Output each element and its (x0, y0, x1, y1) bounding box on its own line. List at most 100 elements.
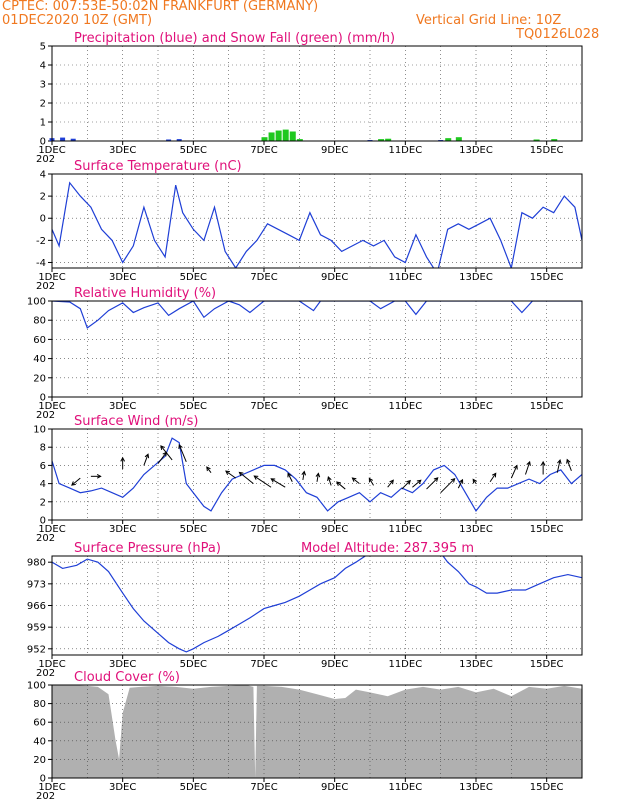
x-tick-label: 1DEC (38, 145, 65, 156)
y-tick-label: 40 (33, 736, 46, 747)
y-tick-label: 4 (40, 170, 46, 181)
x-tick-label: 9DEC (321, 272, 348, 283)
snow-bar (455, 137, 462, 141)
precip-bar (176, 139, 182, 141)
y-tick-label: 40 (33, 354, 46, 365)
x-tick-label: 1DEC (38, 401, 65, 412)
wind-arrow-head (301, 470, 307, 476)
x-tick-label: 9DEC (321, 524, 348, 535)
wind-arrow-head (540, 460, 546, 466)
x-tick-label: 3DEC (109, 145, 136, 156)
wind-arrow-head (160, 445, 165, 450)
x-tick-label: 11DEC (388, 272, 422, 283)
wind-arrow-head (253, 475, 259, 480)
wind-arrow-head (368, 477, 374, 483)
y-tick-label: 10 (33, 425, 46, 436)
wind-arrow (316, 473, 319, 482)
series-line (52, 181, 582, 268)
panel-4: 0 2 4 6 8 10 1DEC 3DEC 5DEC 7DEC 9DEC 11DEC 13DEC 15D… (33, 414, 583, 544)
x-tick-label: 11DEC (388, 401, 422, 412)
year-label: 202 (36, 533, 55, 544)
wind-arrow (556, 459, 561, 473)
snow-bar (551, 139, 558, 141)
panel-title: Relative Humidity (%) (74, 286, 216, 301)
panel-frame (51, 300, 583, 398)
panel-title: Surface Temperature (nC) (74, 159, 242, 174)
panel-frame (51, 428, 583, 521)
y-tick-label: 980 (27, 558, 46, 569)
snow-bar (533, 139, 540, 141)
wind-arrow (426, 477, 439, 490)
wind-arrow (327, 476, 332, 486)
wind-arrow (457, 479, 463, 489)
x-tick-label: 7DEC (250, 401, 277, 412)
snow-bar (261, 137, 268, 141)
wind-arrow-head (389, 479, 394, 485)
x-tick-label: 5DEC (180, 272, 207, 283)
wind-arrow (524, 461, 531, 475)
wind-arrow-head (526, 460, 531, 466)
wind-arrow-head (238, 471, 244, 477)
y-tick-label: 60 (33, 718, 46, 729)
y-tick-label: -2 (36, 236, 46, 247)
panel-title: Precipitation (blue) and Snow Fall (gree… (74, 31, 395, 46)
y-tick-label: 20 (33, 755, 46, 766)
y-tick-label: 0 (40, 516, 46, 527)
wind-arrow-head (351, 477, 357, 482)
x-tick-label: 11DEC (388, 145, 422, 156)
header-init-time: 01DEC2020 10Z (GMT) (2, 13, 153, 28)
x-tick-label: 15DEC (530, 145, 564, 156)
y-tick-label: 966 (27, 601, 46, 612)
wind-arrow-head (120, 456, 126, 462)
x-tick-label: 3DEC (109, 782, 136, 793)
x-tick-label: 7DEC (250, 272, 277, 283)
y-tick-label: 3 (40, 80, 46, 91)
wind-arrow (566, 459, 572, 472)
wind-arrow-head (491, 472, 497, 478)
x-tick-label: 3DEC (109, 659, 136, 670)
snow-bar (378, 139, 385, 141)
y-tick-label: 0 (40, 774, 46, 785)
precip-bar (166, 139, 172, 141)
wind-arrow (302, 471, 305, 481)
x-tick-label: 13DEC (459, 659, 493, 670)
wind-arrow-head (206, 466, 211, 472)
wind-arrow-head (287, 472, 292, 478)
wind-arrow (489, 473, 497, 483)
y-tick-label: 4 (40, 61, 46, 72)
x-tick-label: 11DEC (388, 659, 422, 670)
y-tick-label: 6 (40, 461, 46, 472)
wind-arrow (143, 454, 149, 466)
wind-arrow (387, 479, 394, 488)
x-tick-label: 13DEC (459, 145, 493, 156)
snow-bar (385, 138, 392, 141)
y-tick-label: -4 (36, 258, 46, 269)
precip-bar (70, 138, 76, 141)
panel-frame (51, 555, 583, 656)
wind-arrow-head (472, 478, 477, 484)
y-tick-label: 952 (27, 644, 46, 655)
x-tick-label: 13DEC (459, 524, 493, 535)
wind-arrow-head (416, 479, 422, 485)
x-tick-label: 15DEC (530, 524, 564, 535)
wind-arrow (368, 478, 374, 486)
y-tick-label: 80 (33, 699, 46, 710)
x-tick-label: 15DEC (530, 659, 564, 670)
x-tick-label: 3DEC (109, 272, 136, 283)
panel-frame (51, 45, 583, 142)
x-tick-label: 13DEC (459, 272, 493, 283)
panel-3: 0 20 40 60 80 100 1DEC 3DEC 5DEC 7DEC 9DEC 11DEC 13D… (27, 286, 583, 421)
wind-arrow-head (144, 453, 150, 459)
wind-arrow (352, 477, 360, 484)
y-tick-label: 2 (40, 192, 46, 203)
cloud-cover-area (52, 685, 582, 778)
y-tick-label: 5 (40, 42, 46, 53)
panel-title: Cloud Cover (%) (74, 670, 180, 685)
x-tick-label: 7DEC (250, 524, 277, 535)
series-line (52, 556, 582, 653)
x-tick-label: 9DEC (321, 145, 348, 156)
wind-arrow (253, 475, 272, 488)
x-tick-label: 11DEC (388, 782, 422, 793)
wind-arrow (412, 479, 422, 488)
